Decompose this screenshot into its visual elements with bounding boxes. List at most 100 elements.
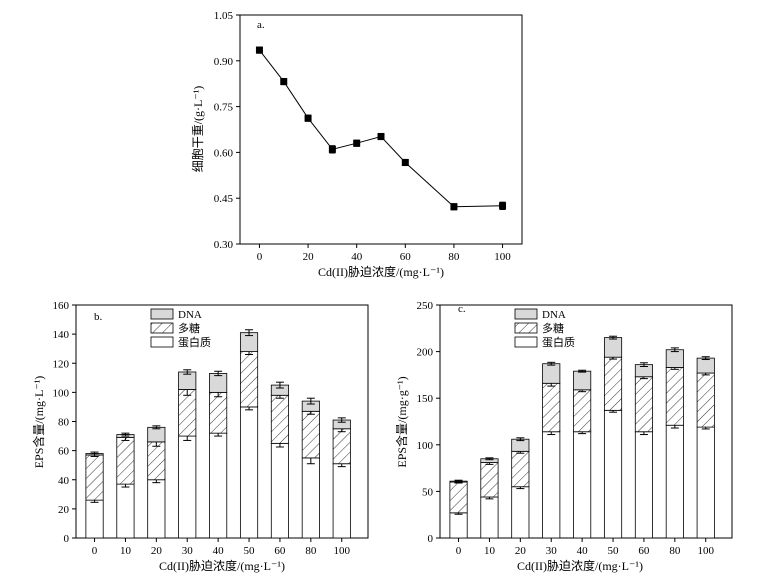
panel-a-y-tick-label: 0.90 xyxy=(214,56,234,68)
panel-b-legend-label: DNA xyxy=(178,309,202,321)
panel-b-bar-segment xyxy=(332,428,351,465)
panel-c-y-tick-label: 250 xyxy=(417,300,434,312)
panel-b-x-tick-label: 30 xyxy=(182,545,194,557)
panel-c-bar-segment xyxy=(696,372,715,428)
panel-b-y-tick-label: 140 xyxy=(53,329,70,341)
panel-c-y-axis-label: EPS含量/(mg·g⁻¹) xyxy=(394,376,409,467)
panel-b-bar-segment xyxy=(85,454,104,501)
panel-b-bar-segment xyxy=(209,432,228,539)
panel-c-legend-swatch xyxy=(514,308,538,320)
panel-c-bar-segment xyxy=(449,512,468,539)
panel-a-y-tick-label: 1.05 xyxy=(214,10,234,22)
panel-a-x-tick-label: 100 xyxy=(494,251,511,263)
panel-b-y-tick-label: 120 xyxy=(53,358,70,370)
panel-c-legend-label: 多糖 xyxy=(542,321,564,335)
panel-b-bar-segment xyxy=(85,499,104,539)
panel-c-y-tick-label: 150 xyxy=(417,393,434,405)
panel-b-label: b. xyxy=(94,311,103,323)
panel-b-bar-segment xyxy=(147,479,166,539)
panel-b-bar-segment xyxy=(178,435,197,539)
panel-b-legend-swatch xyxy=(150,336,174,348)
panel-a-line-chart: 0.300.450.600.750.901.050 20 40 60 80 100 a. … xyxy=(191,10,523,279)
panel-b-bar-segment xyxy=(270,442,289,539)
panel-a-y-tick-label: 0.75 xyxy=(214,102,234,114)
panel-b-bar-segment xyxy=(209,391,228,434)
panel-c-bar-segment xyxy=(665,424,684,539)
panel-c-x-tick-label: 60 xyxy=(638,545,650,557)
panel-a-data-point xyxy=(377,133,385,141)
panel-b-bar-segment xyxy=(209,373,228,393)
panel-c-bar-segment xyxy=(696,357,715,374)
panel-b-y-tick-label: 60 xyxy=(58,446,70,458)
panel-b-x-tick-label: 60 xyxy=(274,545,286,557)
panel-b-y-axis-label: EPS含量/(mg·L⁻¹) xyxy=(31,376,46,469)
panel-b-y-tick-label: 0 xyxy=(64,533,70,545)
panel-c-marks: 0 50 100 150 200 250 0 10 20 30 40 50 60 80 100 DNA多糖蛋白… xyxy=(417,300,715,557)
panel-c-bar-segment xyxy=(542,382,561,433)
panel-a-label: a. xyxy=(257,19,265,31)
panel-c-x-tick-label: 100 xyxy=(697,545,714,557)
panel-a-data-point xyxy=(499,202,507,210)
panel-c-y-tick-label: 0 xyxy=(428,533,434,545)
panel-c-bar-segment xyxy=(603,356,623,411)
panel-c-bar-segment xyxy=(603,337,623,358)
panel-b-bar-segment xyxy=(116,483,135,539)
panel-a-data-point xyxy=(328,145,336,153)
panel-c-bar-segment xyxy=(542,363,561,384)
panel-c-legend-swatch xyxy=(514,322,538,334)
panel-b-y-tick-label: 100 xyxy=(53,387,70,399)
panel-c-bar-segment xyxy=(634,431,653,539)
panel-b-legend-label: 多糖 xyxy=(178,321,200,335)
panel-b-x-tick-label: 20 xyxy=(151,545,163,557)
panel-b-y-tick-label: 20 xyxy=(58,504,70,516)
panel-a-data-point xyxy=(401,158,409,166)
panel-b-y-tick-label: 40 xyxy=(58,475,70,487)
panel-a-y-tick-label: 0.30 xyxy=(214,239,234,251)
panel-b-y-tick-label: 80 xyxy=(58,417,70,429)
panel-a-x-tick-label: 60 xyxy=(400,251,412,263)
panel-b-bar-segment xyxy=(178,389,197,437)
panel-c-x-tick-label: 20 xyxy=(515,545,527,557)
panel-a-x-axis-label: Cd(II)胁迫浓度/(mg·L⁻¹) xyxy=(318,264,444,279)
panel-a-series-line xyxy=(259,49,503,208)
panel-b-legend-swatch xyxy=(150,308,174,320)
panel-c-y-tick-label: 100 xyxy=(417,440,434,452)
panel-c-y-tick-label: 200 xyxy=(417,347,434,359)
panel-a-y-axis-label: 细胞干重/(g·L⁻¹) xyxy=(191,86,205,173)
panel-c-bar-chart: 0 50 100 150 200 250 0 10 20 30 40 50 60 80 100 DNA多糖蛋白… xyxy=(394,300,733,573)
panel-b-bar-segment xyxy=(239,406,259,539)
panel-c-bar-segment xyxy=(511,486,530,539)
panel-b-x-tick-label: 10 xyxy=(120,545,132,557)
panel-c-bar-segment xyxy=(603,409,623,539)
panel-c-x-tick-label: 10 xyxy=(484,545,496,557)
panel-b-bar-chart: 0 20 40 60 80 100 120 140 160 0 10 20 30 40 50 60 80 100 D… xyxy=(31,300,369,573)
panel-c-x-tick-label: 80 xyxy=(669,545,681,557)
panel-b-bar-segment xyxy=(332,463,351,539)
panel-c-x-tick-label: 0 xyxy=(456,545,462,557)
panel-b-x-tick-label: 80 xyxy=(305,545,317,557)
panel-a-x-tick-label: 0 xyxy=(257,251,263,263)
panel-c-x-tick-label: 30 xyxy=(546,545,558,557)
panel-a-y-tick-label: 0.45 xyxy=(214,193,234,205)
panel-b-bar-segment xyxy=(147,441,166,481)
panel-a-x-tick-label: 80 xyxy=(448,251,460,263)
panel-a-data-point xyxy=(280,78,288,86)
panel-c-bar-segment xyxy=(573,370,592,391)
panel-c-label: c. xyxy=(458,303,466,315)
panel-c-bar-segment xyxy=(449,481,468,514)
panel-b-y-tick-label: 160 xyxy=(53,300,70,312)
panel-a-plot-frame xyxy=(239,14,523,245)
panel-c-legend-label: DNA xyxy=(542,309,566,321)
panel-c-bar-segment xyxy=(665,367,684,426)
panel-c-bar-segment xyxy=(480,462,499,498)
panel-b-legend-swatch xyxy=(150,322,174,334)
panel-c-bar-segment xyxy=(696,426,715,539)
panel-b-bar-segment xyxy=(116,437,135,485)
panel-a-marks: 0.30 0.45 0.60 0.75 0.90 1.05 0 20 40 60 80 100 xyxy=(214,10,512,263)
panel-c-legend-label: 蛋白质 xyxy=(542,335,575,349)
panel-b-marks: 0 20 40 60 80 100 120 140 160 0 10 20 30 40 50 60 80 100 D… xyxy=(53,300,351,557)
panel-b-bar-segment xyxy=(147,426,166,443)
panel-b-bar-segment xyxy=(270,394,289,444)
panel-c-bar-segment xyxy=(542,431,561,539)
